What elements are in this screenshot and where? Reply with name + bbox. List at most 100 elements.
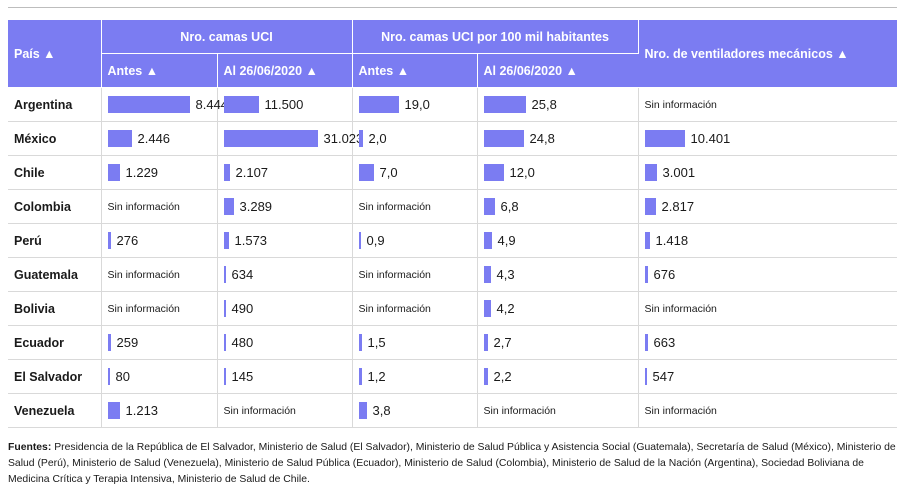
rate-after-value: 4,3	[496, 267, 515, 282]
beds-before-bar	[107, 96, 190, 113]
ventilators-value: 2.817	[661, 199, 695, 214]
rate-after-bar	[483, 232, 492, 249]
rate-before-bar	[358, 96, 399, 113]
rate-before-cell: 1,5	[352, 325, 478, 360]
beds-before-cell: 1.213	[101, 393, 218, 428]
rate-before-cell: 0,9	[352, 223, 478, 258]
beds-after-cell: 2.107	[217, 155, 353, 190]
ventilators-bar	[644, 164, 657, 181]
ventilators-value: 3.001	[662, 165, 696, 180]
beds-before-cell: 276	[101, 223, 218, 258]
country-cell: Perú	[8, 223, 102, 258]
rate-before-bar	[358, 130, 363, 147]
rate-after-bar	[483, 334, 488, 351]
beds-before-cell: 8.444	[101, 87, 228, 122]
header-country[interactable]: País ▲	[8, 20, 102, 88]
beds-before-value: 259	[116, 335, 139, 350]
rate-after-value: 2,7	[493, 335, 512, 350]
beds-after-value: 490	[231, 301, 254, 316]
country-cell: México	[8, 121, 102, 156]
rate-after-bar	[483, 130, 524, 147]
rate-after-value: 24,8	[529, 131, 555, 146]
ventilators-cell: Sin información	[638, 393, 898, 428]
beds-before-value: 8.444	[195, 97, 229, 112]
rate-after-cell: 2,2	[477, 359, 639, 394]
beds-after-cell: 3.289	[217, 189, 353, 224]
table-row: Colombia Sin información 3.289 Sin informac…	[8, 189, 898, 224]
rate-after-cell: Sin información	[477, 393, 639, 428]
header-rate-before[interactable]: Antes ▲	[352, 53, 478, 88]
country-cell: El Salvador	[8, 359, 102, 394]
beds-after-value: 1.573	[234, 233, 268, 248]
ventilators-value: 10.401	[690, 131, 731, 146]
beds-before-cell: Sin información	[101, 257, 218, 292]
beds-before-value: 80	[115, 369, 130, 384]
table-row: Chile 1.229 2.107 7,0 12,0 3.001	[8, 155, 898, 190]
no-info-label: Sin información	[358, 268, 431, 281]
rate-after-cell: 4,9	[477, 223, 639, 258]
rate-after-value: 4,9	[497, 233, 516, 248]
beds-after-bar	[223, 266, 226, 283]
rate-before-cell: 2,0	[352, 121, 478, 156]
beds-before-value: 1.229	[125, 165, 159, 180]
rate-after-value: 2,2	[493, 369, 512, 384]
beds-before-value: 2.446	[137, 131, 171, 146]
country-cell: Guatemala	[8, 257, 102, 292]
rate-after-cell: 25,8	[477, 87, 639, 122]
no-info-label: Sin información	[107, 302, 180, 315]
beds-after-value: 634	[231, 267, 254, 282]
beds-before-cell: Sin información	[101, 189, 218, 224]
beds-after-value: 11.500	[264, 97, 304, 112]
no-info-label: Sin información	[107, 200, 180, 213]
ventilators-cell: 663	[638, 325, 898, 360]
sources-text: Presidencia de la República de El Salvad…	[8, 442, 896, 485]
rate-before-cell: Sin información	[352, 189, 478, 224]
table-row: Bolivia Sin información 490 Sin información…	[8, 291, 898, 326]
no-info-label: Sin información	[644, 404, 717, 417]
beds-before-value: 1.213	[125, 403, 159, 418]
no-info-label: Sin información	[358, 302, 431, 315]
rate-after-bar	[483, 164, 504, 181]
rate-before-value: 3,8	[372, 403, 391, 418]
beds-after-bar	[223, 368, 226, 385]
beds-before-bar	[107, 402, 120, 419]
ventilators-cell: 547	[638, 359, 898, 394]
ventilators-cell: 1.418	[638, 223, 898, 258]
beds-before-bar	[107, 334, 111, 351]
rate-before-value: 19,0	[404, 97, 430, 112]
rate-after-bar	[483, 300, 491, 317]
table-row: Venezuela 1.213 Sin información 3,8 Sin info…	[8, 393, 898, 428]
beds-after-value: 2.107	[235, 165, 269, 180]
country-cell: Colombia	[8, 189, 102, 224]
rate-after-cell: 4,3	[477, 257, 639, 292]
header-beds-before[interactable]: Antes ▲	[101, 53, 218, 88]
rate-before-bar	[358, 368, 362, 385]
table-row: Argentina 8.444 11.500 19,0 25,8 Sin informac…	[8, 87, 898, 122]
ventilators-bar	[644, 232, 650, 249]
rate-before-bar	[358, 232, 361, 249]
header-rate-after[interactable]: Al 26/06/2020 ▲	[477, 53, 639, 88]
header-ventilators[interactable]: Nro. de ventiladores mecánicos ▲	[638, 20, 898, 88]
ventilators-value: 676	[653, 267, 676, 282]
beds-after-cell: 480	[217, 325, 353, 360]
no-info-label: Sin información	[644, 302, 717, 315]
header-icu-beds: Nro. camas UCI	[101, 20, 353, 54]
ventilators-value: 663	[653, 335, 676, 350]
beds-after-cell: Sin información	[217, 393, 353, 428]
rate-before-cell: 3,8	[352, 393, 478, 428]
beds-after-bar	[223, 232, 229, 249]
beds-after-cell: 145	[217, 359, 353, 394]
ventilators-cell: 3.001	[638, 155, 898, 190]
rate-before-value: 1,2	[367, 369, 386, 384]
sources-label: Fuentes:	[8, 442, 52, 453]
rate-before-value: 7,0	[379, 165, 398, 180]
rate-after-cell: 6,8	[477, 189, 639, 224]
rate-after-bar	[483, 368, 488, 385]
rate-after-value: 12,0	[509, 165, 535, 180]
rate-before-cell: Sin información	[352, 257, 478, 292]
rate-before-bar	[358, 402, 367, 419]
rate-before-cell: 1,2	[352, 359, 478, 394]
header-beds-after[interactable]: Al 26/06/2020 ▲	[217, 53, 353, 88]
beds-after-cell: 490	[217, 291, 353, 326]
beds-after-value: 480	[231, 335, 254, 350]
